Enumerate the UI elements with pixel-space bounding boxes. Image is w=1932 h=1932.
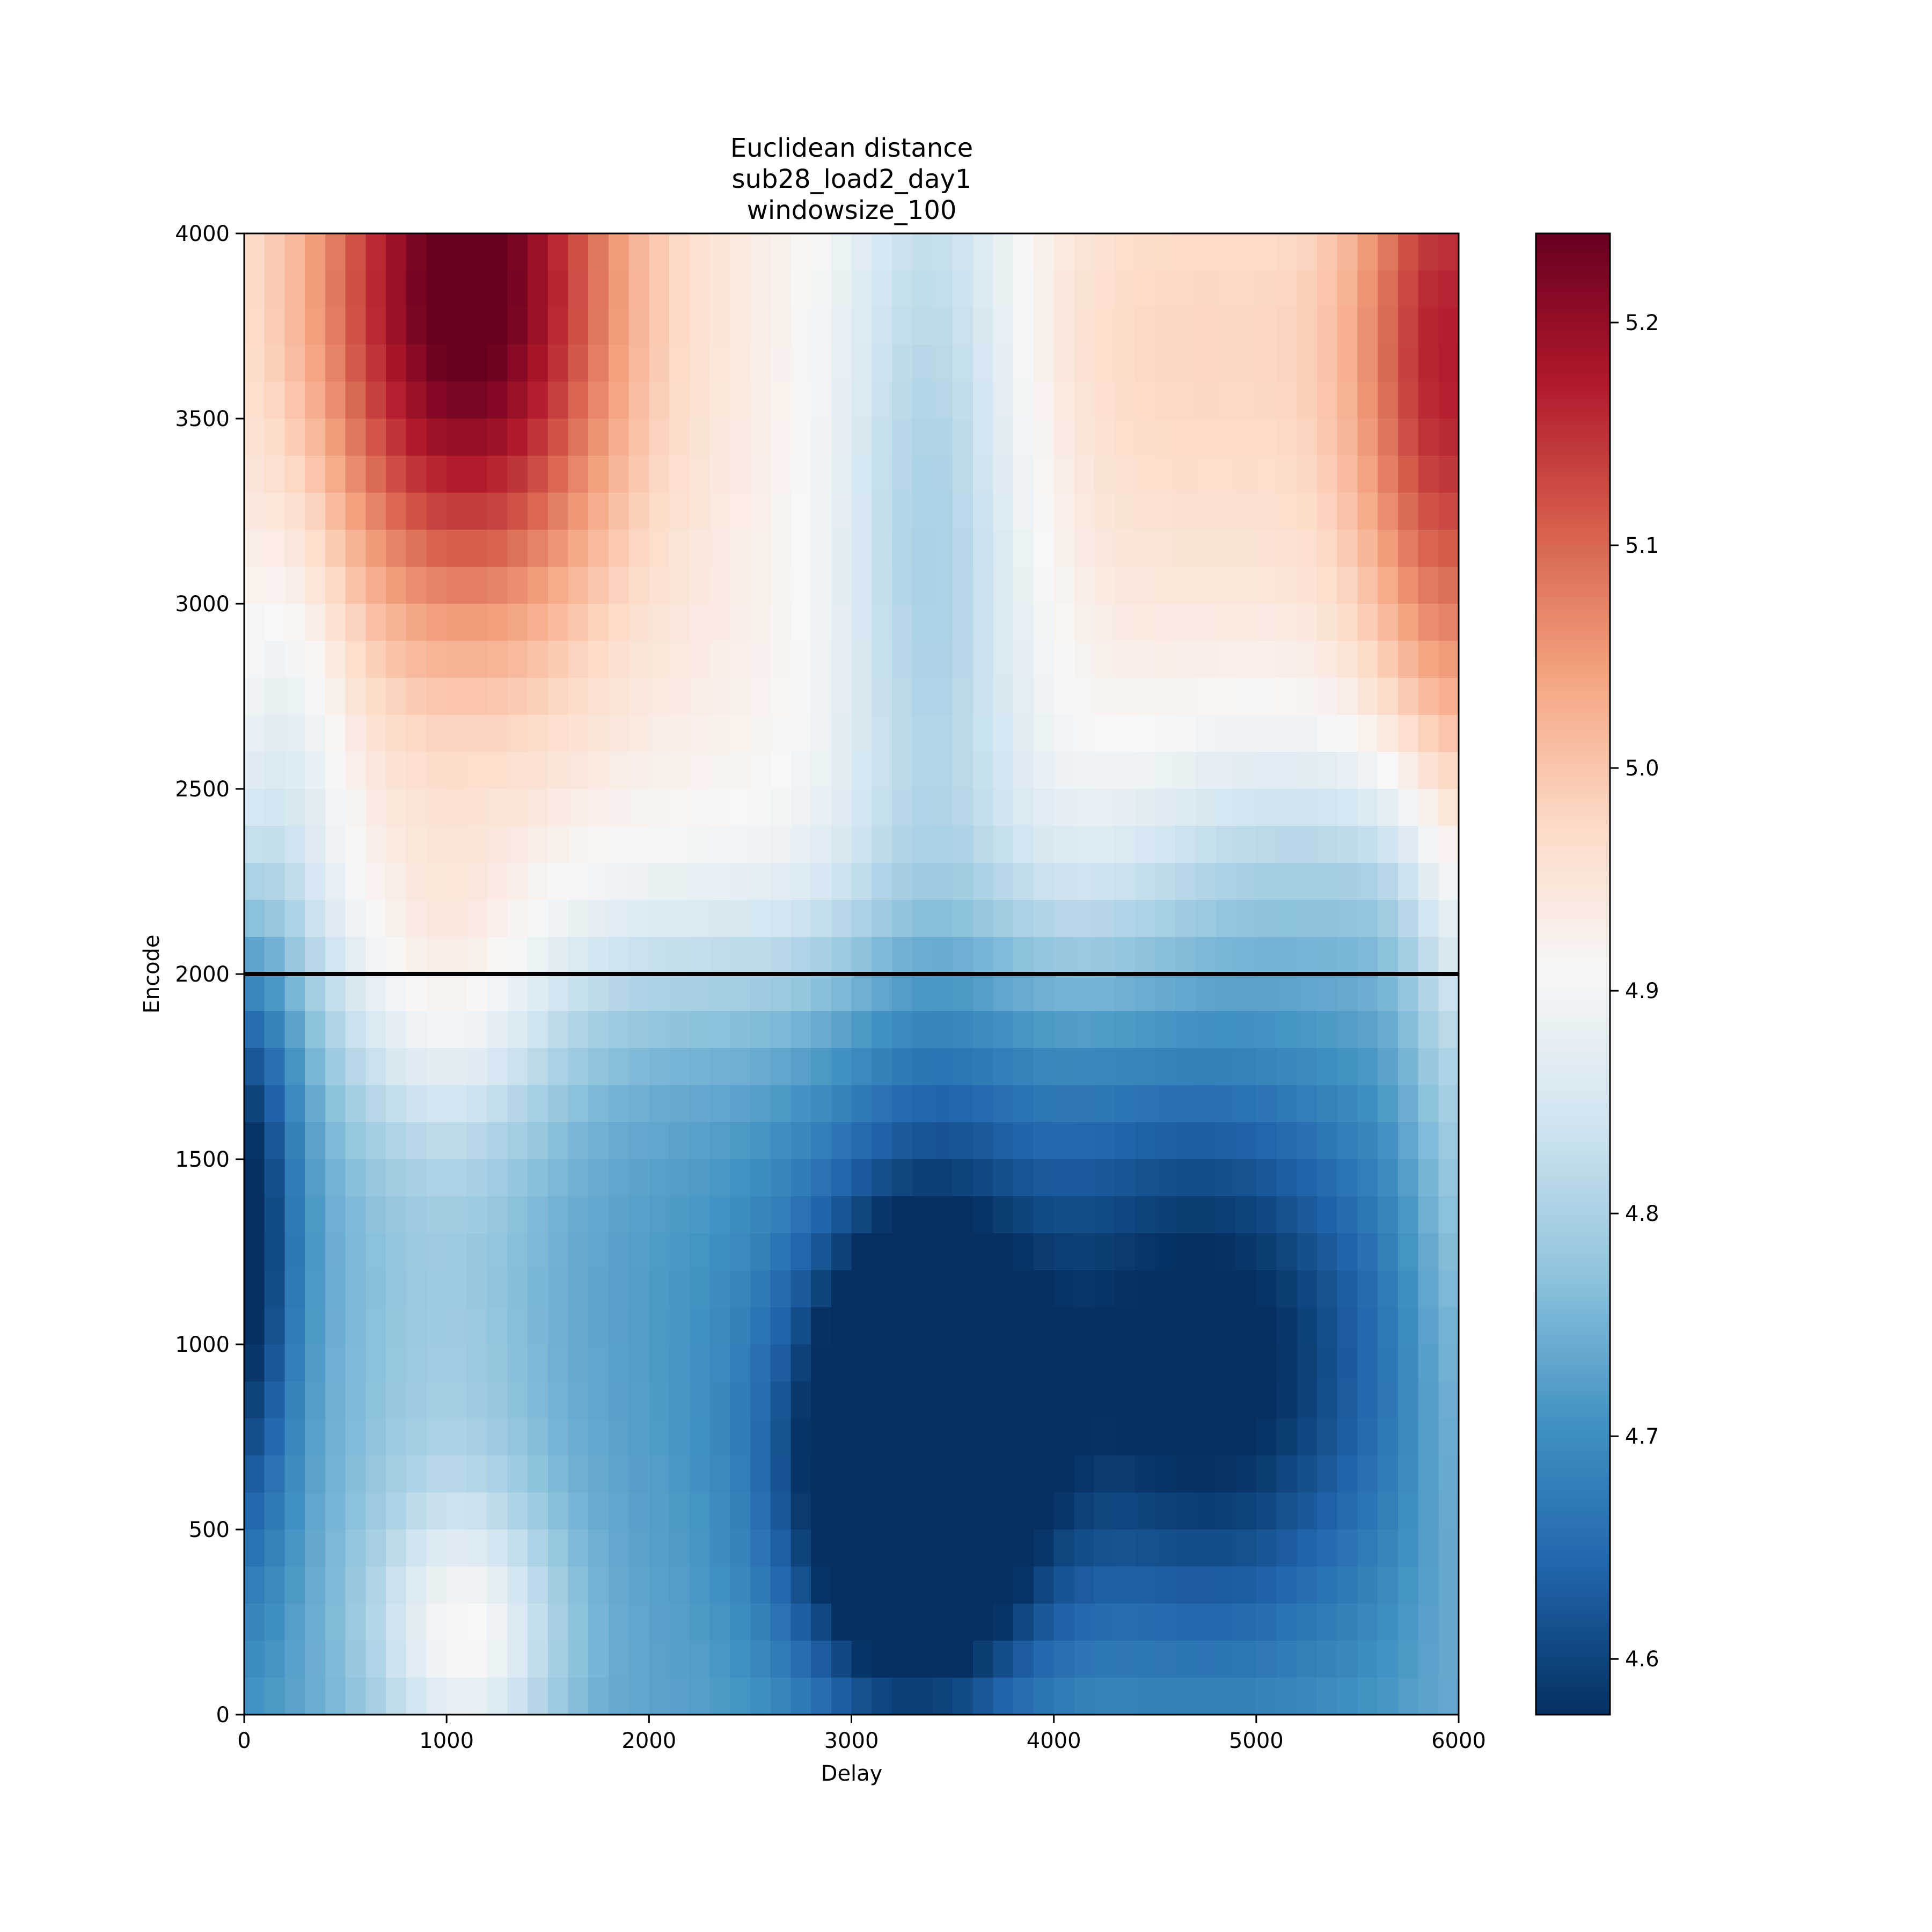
- colorbar-tick-label: 5.2: [1625, 311, 1659, 335]
- y-tick-label: 500: [189, 1518, 230, 1542]
- y-tick-label: 1000: [175, 1333, 230, 1357]
- x-axis-ticks: 0 1000 2000 3000 4000 5000 6000: [237, 1715, 1486, 1753]
- x-tick-label: 2000: [621, 1729, 676, 1753]
- y-tick-label: 3500: [175, 407, 230, 431]
- y-axis-label: Encode: [140, 934, 164, 1013]
- colorbar-tick-label: 4.7: [1625, 1424, 1659, 1449]
- colorbar-ticks: 4.6 4.7 4.8 4.9 5.0 5.1 5.2: [1610, 311, 1659, 1672]
- y-tick-label: 2500: [175, 777, 230, 802]
- x-tick-label: 4000: [1027, 1729, 1081, 1753]
- x-axis-label: Delay: [821, 1761, 883, 1786]
- title-line-3: windowsize_100: [747, 195, 957, 225]
- x-tick-label: 1000: [419, 1729, 474, 1753]
- y-tick-label: 2000: [175, 962, 230, 987]
- y-tick-label: 1500: [175, 1147, 230, 1172]
- title-line-1: Euclidean distance: [730, 133, 973, 163]
- colorbar-tick-label: 5.1: [1625, 533, 1659, 558]
- colorbar-tick-label: 5.0: [1625, 756, 1659, 781]
- y-tick-label: 3000: [175, 592, 230, 617]
- chart-title: Euclidean distance sub28_load2_day1 wind…: [730, 133, 973, 225]
- y-axis-ticks: 0 500 1000 1500 2000 2500 3000 3500 4000: [175, 222, 244, 1728]
- x-tick-label: 0: [237, 1729, 251, 1753]
- y-tick-label: 0: [216, 1703, 230, 1728]
- y-tick-label: 4000: [175, 222, 230, 246]
- x-tick-label: 6000: [1431, 1729, 1486, 1753]
- x-tick-label: 5000: [1229, 1729, 1284, 1753]
- colorbar-gradient: [1536, 233, 1610, 1715]
- colorbar-frame: [1535, 232, 1611, 1716]
- colorbar-tick-label: 4.8: [1625, 1202, 1659, 1226]
- colorbar-tick-label: 4.9: [1625, 979, 1659, 1004]
- colorbar-tick-label: 4.6: [1625, 1647, 1659, 1672]
- title-line-2: sub28_load2_day1: [732, 164, 972, 194]
- x-tick-label: 3000: [824, 1729, 879, 1753]
